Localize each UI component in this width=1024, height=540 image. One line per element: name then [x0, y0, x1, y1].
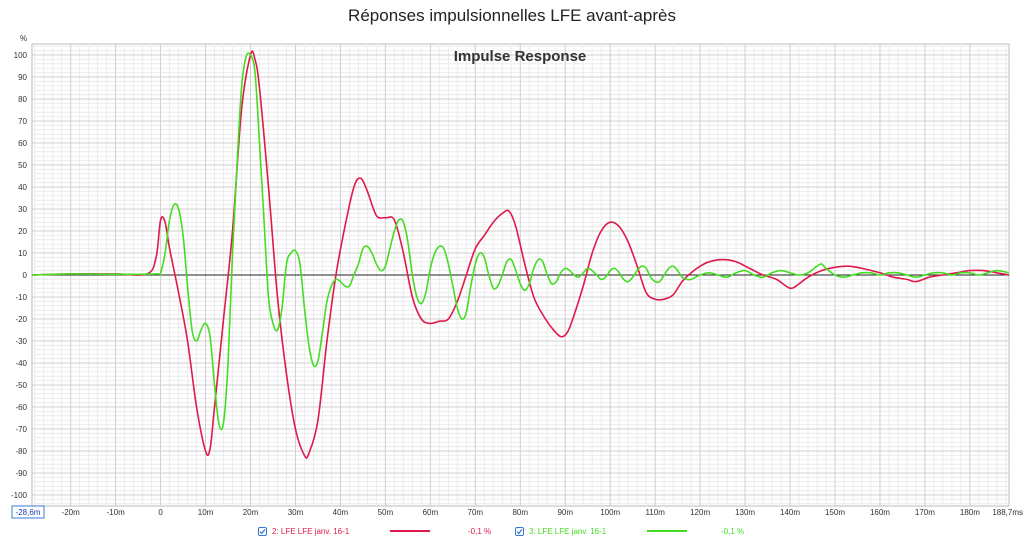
x-tick-label: 180m — [960, 508, 980, 517]
series-line-green — [31, 52, 1010, 431]
y-axis-unit-label: % — [20, 34, 27, 43]
x-tick-label-start: -28,6m — [16, 508, 41, 517]
series-2-name: 2: LFE LFE janv. 16-1 — [272, 526, 350, 536]
y-tick-label: -50 — [15, 381, 27, 390]
x-tick-label: 130m — [735, 508, 755, 517]
x-tick-label: 120m — [690, 508, 710, 517]
y-tick-label: -30 — [15, 337, 27, 346]
x-tick-label: 0 — [158, 508, 163, 517]
y-tick-label: -100 — [11, 491, 28, 500]
x-tick-label: 60m — [423, 508, 439, 517]
y-tick-label: 80 — [18, 95, 27, 104]
x-tick-label: -20m — [62, 508, 81, 517]
y-tick-label: 0 — [23, 271, 28, 280]
x-tick-label: 150m — [825, 508, 845, 517]
x-tick-label: 10m — [198, 508, 214, 517]
y-tick-label: 10 — [18, 249, 27, 258]
x-tick-label: -10m — [107, 508, 126, 517]
x-tick-label: 40m — [333, 508, 349, 517]
y-tick-label: 70 — [18, 117, 27, 126]
x-tick-label: 70m — [468, 508, 484, 517]
series-2-swatch — [390, 530, 430, 532]
y-tick-label: -40 — [15, 359, 27, 368]
y-tick-label: -80 — [15, 447, 27, 456]
x-start-input-box[interactable] — [11, 505, 45, 519]
y-tick-label: 90 — [18, 73, 27, 82]
y-tick-label: -90 — [15, 469, 27, 478]
x-tick-label: 110m — [645, 508, 665, 517]
checkmark-icon — [259, 528, 266, 534]
y-tick-label: 100 — [14, 51, 28, 60]
y-tick-label: 50 — [18, 161, 27, 170]
y-tick-label: -70 — [15, 425, 27, 434]
series-2-value: -0,1 % — [468, 526, 492, 536]
y-tick-label: 20 — [18, 227, 27, 236]
x-tick-label: 50m — [378, 508, 394, 517]
y-tick-label: -60 — [15, 403, 27, 412]
y-tick-label: 60 — [18, 139, 27, 148]
x-tick-label: 160m — [870, 508, 890, 517]
y-tick-label: -20 — [15, 315, 27, 324]
x-tick-label: 80m — [512, 508, 528, 517]
series-layer — [31, 50, 1010, 459]
x-tick-label: 30m — [288, 508, 304, 517]
y-tick-label: 30 — [18, 205, 27, 214]
x-tick-label: 100m — [600, 508, 620, 517]
legend-item-series-3: 3: LFE LFE janv. 16-1 -0,1 % — [515, 524, 744, 538]
x-tick-label: 20m — [243, 508, 259, 517]
chart-title: Impulse Response — [454, 48, 587, 65]
checkmark-icon — [516, 528, 523, 534]
x-tick-label: 188,7ms — [992, 508, 1023, 517]
x-tick-label: 170m — [915, 508, 935, 517]
page-title: Réponses impulsionnelles LFE avant-après — [348, 6, 676, 25]
series-3-checkbox[interactable] — [515, 526, 524, 536]
x-tick-label: 140m — [780, 508, 800, 517]
y-tick-label: -10 — [15, 293, 27, 302]
y-tick-label: 40 — [18, 183, 27, 192]
x-tick-label: 90m — [557, 508, 573, 517]
series-3-swatch — [647, 530, 687, 532]
y-tick-labels: 1009080706050403020100-10-20-30-40-50-60… — [11, 51, 28, 500]
series-3-name: 3: LFE LFE janv. 16-1 — [529, 526, 607, 536]
series-3-value: -0,1 % — [721, 526, 745, 536]
x-tick-labels: -28,6m -20m -10m 0 10m 20m 30m 40m 50m 60m 70m 80m 9… — [11, 505, 1023, 519]
series-2-checkbox[interactable] — [258, 526, 267, 536]
legend-item-series-2: 2: LFE LFE janv. 16-1 -0,1 % — [258, 524, 491, 538]
